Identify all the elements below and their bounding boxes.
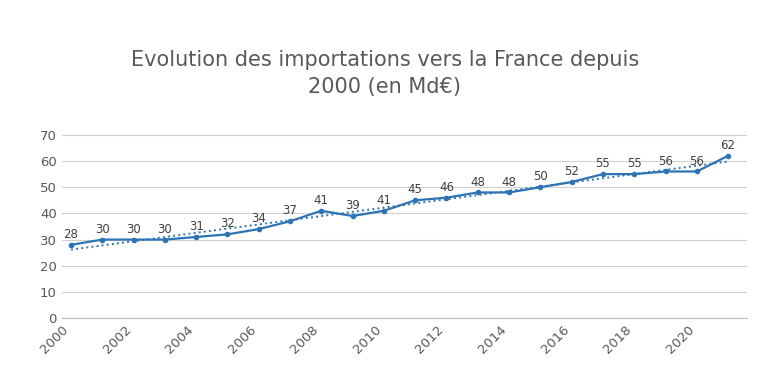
Text: 55: 55 — [627, 157, 641, 170]
Text: 46: 46 — [439, 181, 454, 194]
Text: 30: 30 — [158, 223, 172, 236]
Text: 55: 55 — [595, 157, 611, 170]
Text: 37: 37 — [283, 204, 297, 217]
Text: Evolution des importations vers la France depuis
2000 (en Md€): Evolution des importations vers la Franc… — [131, 50, 639, 97]
Text: 32: 32 — [220, 217, 235, 230]
Text: 52: 52 — [564, 165, 579, 178]
Text: 31: 31 — [189, 220, 203, 233]
Text: 48: 48 — [501, 175, 517, 189]
Text: 28: 28 — [64, 228, 79, 241]
Text: 48: 48 — [470, 175, 485, 189]
Text: 41: 41 — [377, 194, 391, 207]
Text: 56: 56 — [658, 154, 673, 168]
Text: 41: 41 — [314, 194, 329, 207]
Text: 30: 30 — [95, 223, 109, 236]
Text: 56: 56 — [689, 154, 705, 168]
Text: 34: 34 — [251, 212, 266, 225]
Text: 39: 39 — [345, 199, 360, 212]
Text: 50: 50 — [533, 170, 547, 183]
Text: 62: 62 — [721, 139, 735, 152]
Text: 45: 45 — [408, 184, 423, 196]
Text: 30: 30 — [126, 223, 141, 236]
